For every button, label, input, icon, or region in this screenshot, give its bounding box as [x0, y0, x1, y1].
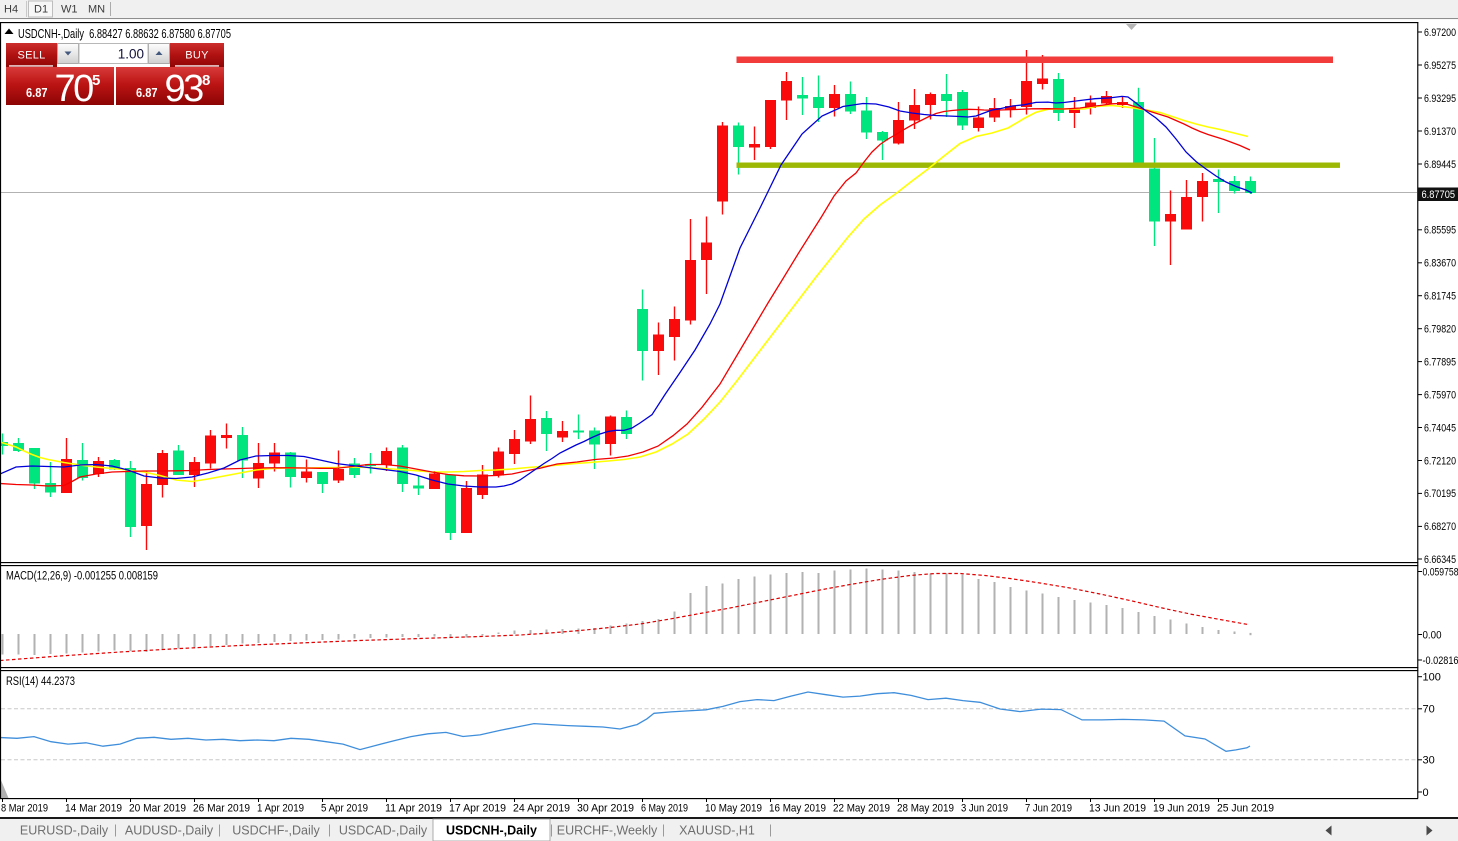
svg-text:USDCNH-,Daily 6.88427 6.88632: USDCNH-,Daily 6.88427 6.88632 6.87580 6.… — [18, 27, 231, 41]
svg-text:-0.02816: -0.02816 — [1423, 655, 1458, 667]
svg-text:93: 93 — [165, 68, 204, 110]
svg-text:11 Apr 2019: 11 Apr 2019 — [385, 803, 442, 815]
svg-text:XAUUSD-,H1: XAUUSD-,H1 — [679, 824, 755, 838]
svg-text:6.81745: 6.81745 — [1424, 291, 1456, 303]
svg-text:6.91370: 6.91370 — [1424, 126, 1456, 138]
svg-text:USDCHF-,Daily: USDCHF-,Daily — [232, 824, 320, 838]
svg-text:13 Jun 2019: 13 Jun 2019 — [1089, 803, 1146, 815]
svg-text:6 May 2019: 6 May 2019 — [641, 803, 688, 815]
svg-text:6.89445: 6.89445 — [1424, 159, 1456, 171]
svg-text:6.79820: 6.79820 — [1424, 324, 1456, 336]
svg-text:6.77895: 6.77895 — [1424, 356, 1456, 368]
svg-text:RSI(14) 44.2373: RSI(14) 44.2373 — [6, 676, 75, 688]
svg-text:BUY: BUY — [185, 50, 209, 62]
svg-text:6.95275: 6.95275 — [1424, 60, 1456, 72]
svg-text:6.83670: 6.83670 — [1424, 258, 1456, 270]
svg-text:AUDUSD-,Daily: AUDUSD-,Daily — [125, 824, 214, 838]
svg-text:6.75970: 6.75970 — [1424, 389, 1456, 401]
svg-text:|: | — [769, 823, 772, 837]
svg-text:D1: D1 — [34, 4, 48, 16]
svg-text:USDCAD-,Daily: USDCAD-,Daily — [339, 824, 428, 838]
svg-text:20 Mar 2019: 20 Mar 2019 — [129, 803, 186, 815]
svg-text:EURUSD-,Daily: EURUSD-,Daily — [20, 824, 109, 838]
svg-text:6.68270: 6.68270 — [1424, 521, 1456, 533]
svg-text:28 May 2019: 28 May 2019 — [897, 803, 954, 815]
svg-text:MN: MN — [88, 4, 105, 16]
svg-text:30 Apr 2019: 30 Apr 2019 — [577, 803, 634, 815]
svg-text:EURCHF-,Weekly: EURCHF-,Weekly — [557, 824, 658, 838]
svg-text:24 Apr 2019: 24 Apr 2019 — [513, 803, 570, 815]
svg-text:1.00: 1.00 — [118, 47, 144, 62]
svg-text:0.059758: 0.059758 — [1423, 566, 1458, 578]
svg-text:H4: H4 — [4, 4, 18, 16]
svg-text:22 May 2019: 22 May 2019 — [833, 803, 890, 815]
svg-text:14 Mar 2019: 14 Mar 2019 — [65, 803, 122, 815]
svg-text:3 Jun 2019: 3 Jun 2019 — [961, 803, 1008, 815]
svg-text:100: 100 — [1423, 672, 1441, 684]
svg-text:|: | — [328, 823, 331, 837]
svg-text:6.66345: 6.66345 — [1424, 554, 1456, 566]
svg-text:26 Mar 2019: 26 Mar 2019 — [193, 803, 250, 815]
svg-text:1 Apr 2019: 1 Apr 2019 — [257, 803, 304, 815]
svg-text:|: | — [662, 823, 665, 837]
svg-text:6.93295: 6.93295 — [1424, 93, 1456, 105]
svg-text:USDCNH-,Daily: USDCNH-,Daily — [446, 824, 537, 838]
svg-text:10 May 2019: 10 May 2019 — [705, 803, 762, 815]
svg-text:8 Mar 2019: 8 Mar 2019 — [1, 803, 48, 815]
svg-text:W1: W1 — [61, 4, 78, 16]
svg-text:6.70195: 6.70195 — [1424, 488, 1456, 500]
svg-text:16 May 2019: 16 May 2019 — [769, 803, 826, 815]
svg-text:7 Jun 2019: 7 Jun 2019 — [1025, 803, 1072, 815]
svg-text:17 Apr 2019: 17 Apr 2019 — [449, 803, 506, 815]
svg-text:|: | — [114, 823, 117, 837]
svg-text:MACD(12,26,9) -0.001255 0.0081: MACD(12,26,9) -0.001255 0.008159 — [6, 571, 158, 583]
svg-text:0: 0 — [1423, 787, 1429, 799]
svg-text:6.87: 6.87 — [26, 85, 48, 100]
svg-text:25 Jun 2019: 25 Jun 2019 — [1217, 803, 1274, 815]
svg-text:5: 5 — [92, 72, 100, 89]
svg-text:0.00: 0.00 — [1423, 629, 1442, 641]
svg-text:6.72120: 6.72120 — [1424, 455, 1456, 467]
svg-text:5 Apr 2019: 5 Apr 2019 — [321, 803, 368, 815]
svg-text:SELL: SELL — [17, 50, 45, 62]
svg-text:6.85595: 6.85595 — [1424, 225, 1456, 237]
svg-text:6.87705: 6.87705 — [1422, 189, 1456, 201]
svg-text:8: 8 — [202, 72, 210, 89]
svg-text:|: | — [218, 823, 221, 837]
svg-text:|: | — [550, 823, 553, 837]
svg-text:6.87: 6.87 — [136, 85, 158, 100]
svg-text:6.74045: 6.74045 — [1424, 422, 1456, 434]
svg-text:6.97200: 6.97200 — [1424, 27, 1456, 39]
svg-text:70: 70 — [1423, 704, 1435, 716]
svg-text:19 Jun 2019: 19 Jun 2019 — [1153, 803, 1210, 815]
svg-text:30: 30 — [1423, 755, 1435, 767]
svg-text:70: 70 — [55, 68, 94, 110]
